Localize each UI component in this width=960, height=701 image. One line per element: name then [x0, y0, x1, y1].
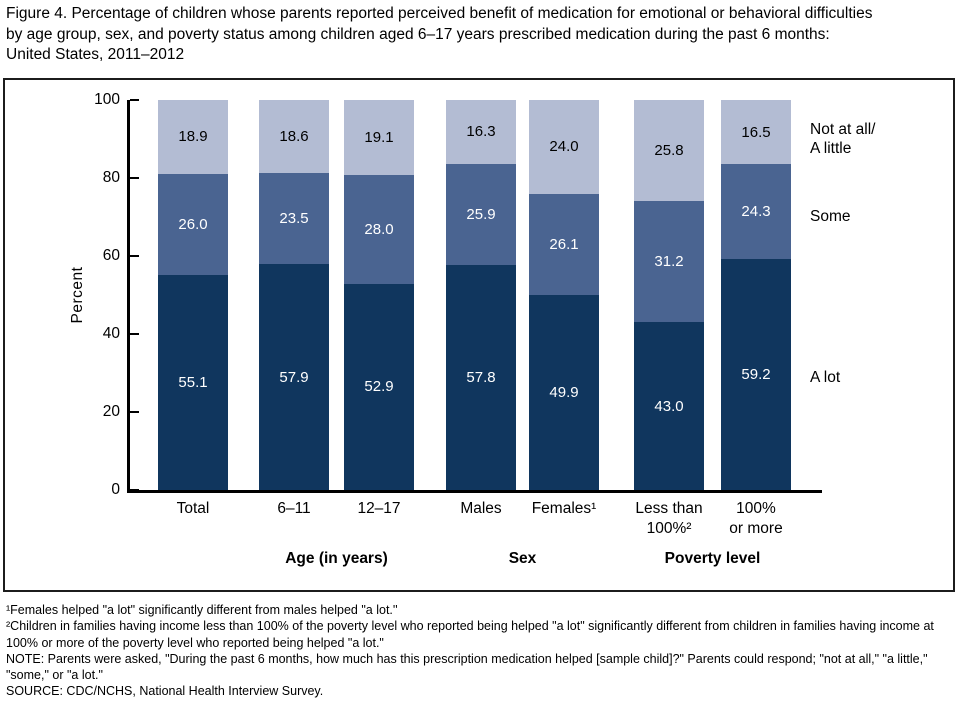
- footnote-2: ²Children in families having income less…: [6, 619, 934, 650]
- axis-group-label: Age (in years): [285, 550, 388, 567]
- bar-segment: 26.1: [529, 193, 599, 296]
- bar-value-label: 52.9: [364, 378, 394, 396]
- bar-value-label: 18.9: [178, 128, 208, 146]
- x-axis-label: 6–11: [277, 500, 311, 517]
- bar-segment: 16.3: [446, 100, 516, 164]
- bar-value-label: 25.9: [466, 205, 496, 223]
- bar-segment: 49.9: [529, 295, 599, 490]
- footnote-1: ¹Females helped "a lot" significantly di…: [6, 603, 398, 617]
- bar-segment: 31.2: [634, 200, 704, 323]
- bar-segment: 43.0: [634, 322, 704, 490]
- bar-segment: 19.1: [344, 100, 414, 175]
- bar-segment: 16.5: [721, 100, 791, 165]
- bar-value-label: 31.2: [654, 252, 684, 270]
- bar-segment: 25.8: [634, 100, 704, 201]
- bar-segment: 23.5: [259, 172, 329, 265]
- footnote-note: NOTE: Parents were asked, "During the pa…: [6, 651, 928, 683]
- footnotes: ¹Females helped "a lot" significantly di…: [6, 602, 954, 700]
- bar-value-label: 59.2: [741, 366, 771, 384]
- bar-value-label: 26.1: [549, 236, 579, 253]
- x-axis-label: 100% or more: [729, 500, 783, 537]
- bar-segment: 18.6: [259, 100, 329, 173]
- x-axis-label: Total: [176, 500, 210, 517]
- bar-segment: 55.1: [158, 275, 228, 490]
- bar-segment: 57.9: [259, 264, 329, 490]
- figure-title-line-2: by age group, sex, and poverty status am…: [6, 25, 830, 43]
- axis-group-label: Sex: [508, 550, 537, 567]
- bar-segment: 26.0: [158, 173, 228, 276]
- bar-segment: 57.8: [446, 264, 516, 490]
- footnote-source: SOURCE: CDC/NCHS, National Health Interv…: [6, 684, 324, 699]
- y-axis-tick-label: 40: [102, 325, 120, 342]
- figure-title-line-3: United States, 2011–2012: [6, 46, 185, 63]
- y-axis-tick-label: 100: [94, 91, 120, 108]
- bar-segment: 28.0: [344, 174, 414, 284]
- bar-value-label: 57.8: [466, 368, 496, 386]
- bar-segment: 24.0: [529, 100, 599, 194]
- bar-value-label: 25.8: [654, 141, 684, 159]
- x-axis-label: Less than 100%²: [635, 500, 703, 537]
- bar-value-label: 18.6: [279, 127, 309, 145]
- x-axis-label: Females¹: [531, 500, 597, 517]
- y-axis-tick: [130, 255, 139, 257]
- y-axis-tick: [130, 99, 139, 101]
- bar-value-label: 28.0: [364, 220, 394, 238]
- figure-title-line-1: Figure 4. Percentage of children whose p…: [6, 5, 873, 22]
- y-axis-tick-label: 20: [102, 403, 120, 420]
- y-axis-tick: [130, 489, 139, 491]
- bar-segment: 25.9: [446, 163, 516, 265]
- x-axis-label: Males: [460, 500, 502, 517]
- legend-label: Some: [810, 208, 851, 225]
- y-axis-title: Percent: [69, 266, 86, 324]
- y-axis-tick: [130, 333, 139, 335]
- y-axis-tick-label: 60: [102, 247, 120, 264]
- bar-segment: 52.9: [344, 283, 414, 490]
- bar-value-label: 24.0: [549, 138, 579, 156]
- bar-value-label: 23.5: [279, 209, 309, 227]
- figure-title: Figure 4. Percentage of children whose p…: [6, 4, 954, 66]
- bar-segment: 18.9: [158, 100, 228, 174]
- chart-frame: Percent 0 20 40 60 80 100 55.1 26.0 18.9 Total 57.…: [3, 78, 955, 592]
- plot-area: 0 20 40 60 80 100 55.1 26.0 18.9 Total 57.9 23.5 18.…: [94, 91, 822, 567]
- x-axis-label: 12–17: [357, 500, 401, 517]
- bar-value-label: 57.9: [279, 368, 309, 386]
- bar-value-label: 43.0: [654, 397, 684, 415]
- bar-value-label: 24.3: [741, 203, 771, 221]
- bar-segment: 59.2: [721, 259, 791, 490]
- bar-value-label: 19.1: [364, 128, 394, 146]
- y-axis-tick: [130, 411, 139, 413]
- y-axis-tick-label: 0: [111, 481, 120, 498]
- y-axis-tick-label: 80: [102, 169, 120, 186]
- bar-value-label: 55.1: [178, 374, 208, 392]
- bar-value-label: 16.5: [741, 123, 771, 141]
- bar-value-label: 49.9: [549, 384, 579, 402]
- legend-label: A lot: [810, 369, 841, 386]
- y-axis-tick: [130, 177, 139, 179]
- bar-segment: 24.3: [721, 164, 791, 260]
- axis-group-label: Poverty level: [664, 550, 761, 567]
- legend-label: Not at all/ A little: [810, 121, 876, 157]
- bar-value-label: 26.0: [178, 215, 208, 233]
- bar-value-label: 16.3: [466, 123, 496, 141]
